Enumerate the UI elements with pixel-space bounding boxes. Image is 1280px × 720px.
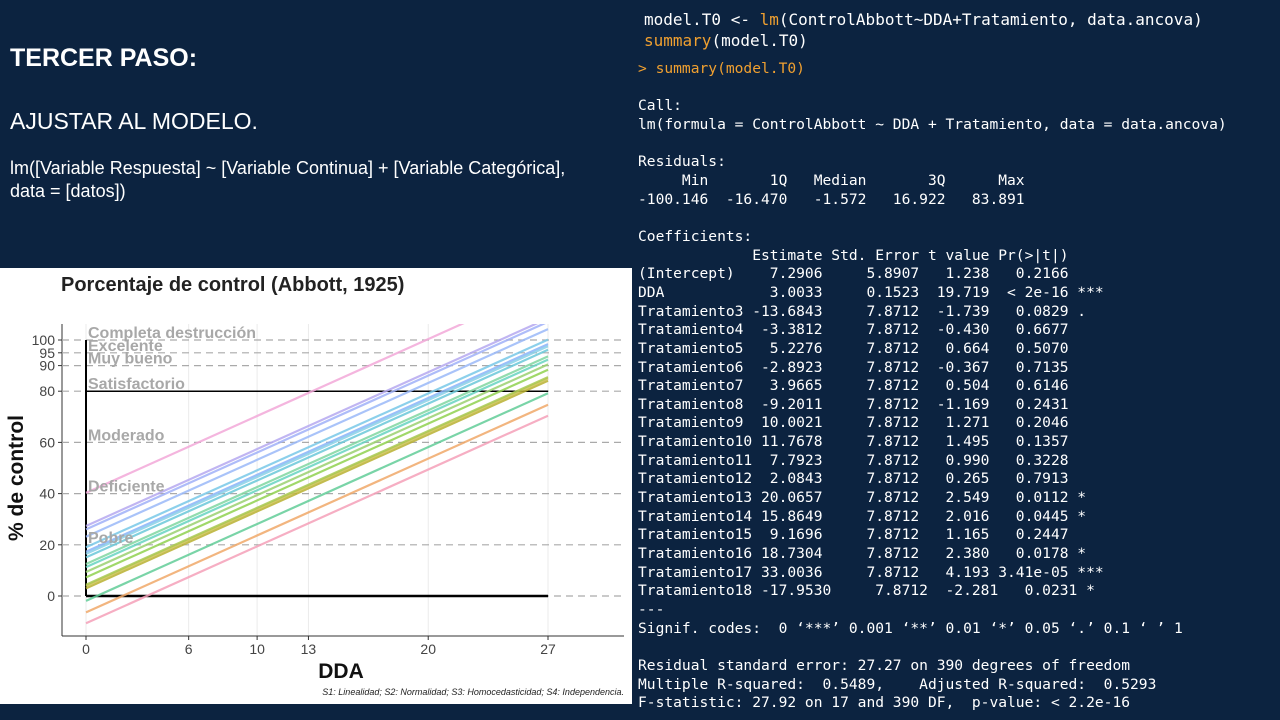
regression-line [85, 368, 549, 579]
regression-line [85, 328, 549, 538]
y-tick-label: 60 [39, 434, 55, 450]
regression-line [85, 324, 546, 531]
console-line [638, 79, 1278, 98]
console-line: Tratamiento4 -3.3812 7.8712 -0.430 0.667… [638, 321, 1104, 339]
y-tick-label: 80 [39, 383, 55, 399]
regression-line [85, 392, 549, 602]
chart-title: Porcentaje de control (Abbott, 1925) [61, 274, 404, 296]
console-line [638, 135, 1278, 154]
code-text: (model.T0) [711, 31, 808, 50]
console-line: Coefficients: [638, 227, 753, 245]
y-tick-label: 0 [47, 588, 55, 604]
console-line: -100.146 -16.470 -1.572 16.922 83.891 [638, 190, 1034, 208]
console-line: Tratamiento17 33.0036 7.8712 4.193 3.41e… [638, 563, 1104, 581]
console-line: Tratamiento9 10.0021 7.8712 1.271 0.2046 [638, 414, 1104, 432]
console-line: Signif. codes: 0 ‘***’ 0.001 ‘**’ 0.01 ‘… [638, 619, 1183, 637]
r-console-output: > summary(model.T0) Call: lm(formula = Co… [638, 60, 1278, 713]
category-label: Pobre [88, 530, 133, 547]
console-line: Tratamiento16 18.7304 7.8712 2.380 0.017… [638, 545, 1104, 563]
slide-subheading: AJUSTAR AL MODELO. [10, 108, 258, 134]
regression-line [85, 358, 549, 569]
formula-line-2: data = [datos]) [10, 181, 126, 201]
code-function: lm [759, 10, 779, 29]
regression-line [85, 363, 549, 574]
y-axis-label: % de control [5, 415, 28, 541]
category-label: Muy bueno [88, 351, 173, 368]
console-line: Call: [638, 97, 682, 115]
console-line: Tratamiento8 -9.2011 7.8712 -1.169 0.243… [638, 395, 1104, 413]
y-tick-label: 90 [39, 358, 55, 374]
category-label: Moderado [88, 427, 165, 444]
category-label: Satisfactorio [88, 376, 185, 393]
console-line: Tratamiento14 15.8649 7.8712 2.016 0.044… [638, 507, 1104, 525]
regression-line [85, 377, 549, 587]
regression-line [85, 338, 549, 549]
regression-line [85, 379, 549, 590]
console-line: (Intercept) 7.2906 5.8907 1.238 0.2166 [638, 265, 1104, 283]
console-line: Tratamiento10 11.7678 7.8712 1.495 0.135… [638, 433, 1104, 451]
regression-line [85, 345, 549, 555]
regression-line [85, 324, 539, 527]
code-function: summary [644, 31, 712, 50]
console-line: DDA 3.0033 0.1523 19.719 < 2e-16 *** [638, 283, 1104, 301]
x-tick-label: 27 [540, 641, 556, 657]
console-line: Residual standard error: 27.27 on 390 de… [638, 657, 1131, 674]
formula-line-1: lm([Variable Respuesta] ~ [Variable Cont… [10, 158, 566, 178]
y-tick-label: 95 [39, 345, 55, 361]
console-line: Tratamiento6 -2.8923 7.8712 -0.367 0.713… [638, 358, 1104, 376]
console-line: Estimate Std. Error t value Pr(>|t|) [638, 246, 1104, 264]
console-line [638, 638, 1278, 657]
regression-line [85, 403, 549, 614]
category-label: Deficiente [88, 479, 165, 496]
x-axis-label: DDA [318, 660, 364, 683]
console-line: F-statistic: 27.92 on 17 and 390 DF, p-v… [638, 694, 1131, 712]
regression-line [85, 414, 549, 625]
console-line: Tratamiento11 7.7923 7.8712 0.990 0.3228 [638, 451, 1104, 469]
console-line: Tratamiento13 20.0657 7.8712 2.549 0.011… [638, 489, 1104, 507]
category-label: Excelente [88, 338, 163, 355]
regression-line [85, 355, 549, 565]
chart-panel: Porcentaje de control (Abbott, 1925) 0 20 4… [0, 268, 632, 704]
console-line: Min 1Q Median 3Q Max [638, 171, 1034, 189]
console-line: > summary(model.T0) [638, 60, 805, 77]
chart-footnote: S1: Linealidad; S2: Normalidad; S3: Homo… [322, 687, 624, 697]
y-tick-label: 20 [39, 537, 55, 553]
regression-line [85, 348, 549, 559]
regression-line [85, 324, 465, 494]
chart-svg: Porcentaje de control (Abbott, 1925) 0 20 4… [5, 274, 624, 697]
x-tick-label: 6 [185, 641, 193, 657]
console-line: Tratamiento5 5.2276 7.8712 0.664 0.5070 [638, 339, 1104, 357]
console-line: Multiple R-squared: 0.5489, Adjusted R-s… [638, 675, 1166, 693]
code-text: (ControlAbbott~DDA+Tratamiento, data.anc… [778, 10, 1203, 29]
x-tick-label: 0 [82, 641, 90, 657]
console-line: Residuals: [638, 153, 726, 171]
console-line: Tratamiento15 9.1696 7.8712 1.165 0.2447 [638, 526, 1104, 544]
x-tick-label: 20 [420, 641, 436, 657]
console-line: Tratamiento3 -13.6843 7.8712 -1.739 0.08… [638, 302, 1104, 320]
console-line: Tratamiento18 -17.9530 7.8712 -2.281 0.0… [638, 582, 1113, 600]
regression-line [85, 343, 549, 553]
console-line: --- [638, 601, 665, 619]
slide-heading: TERCER PASO: [10, 44, 198, 72]
console-line: Tratamiento12 2.0843 7.8712 0.265 0.7913 [638, 470, 1104, 488]
console-line: Tratamiento7 3.9665 7.8712 0.504 0.6146 [638, 377, 1104, 395]
console-line: lm(formula = ControlAbbott ~ DDA + Trata… [638, 115, 1227, 133]
x-tick-label: 13 [301, 641, 317, 657]
code-line-2: summary(model.T0) [644, 31, 808, 50]
code-text: model.T0 <- [644, 10, 760, 29]
category-label: Completa destrucción [88, 325, 256, 342]
y-tick-label: 40 [39, 486, 55, 502]
code-line-1: model.T0 <- lm(ControlAbbott~DDA+Tratami… [644, 10, 1203, 29]
regression-line [85, 376, 549, 586]
y-tick-label: 100 [32, 332, 56, 348]
console-line [638, 209, 1278, 228]
x-tick-label: 10 [249, 641, 265, 657]
